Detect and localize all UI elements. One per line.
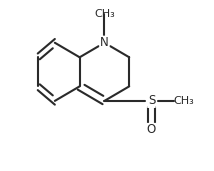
Text: CH₃: CH₃ <box>94 9 115 19</box>
Text: S: S <box>148 94 155 107</box>
Text: CH₃: CH₃ <box>174 96 195 106</box>
Text: N: N <box>100 36 109 49</box>
Text: O: O <box>147 123 156 136</box>
